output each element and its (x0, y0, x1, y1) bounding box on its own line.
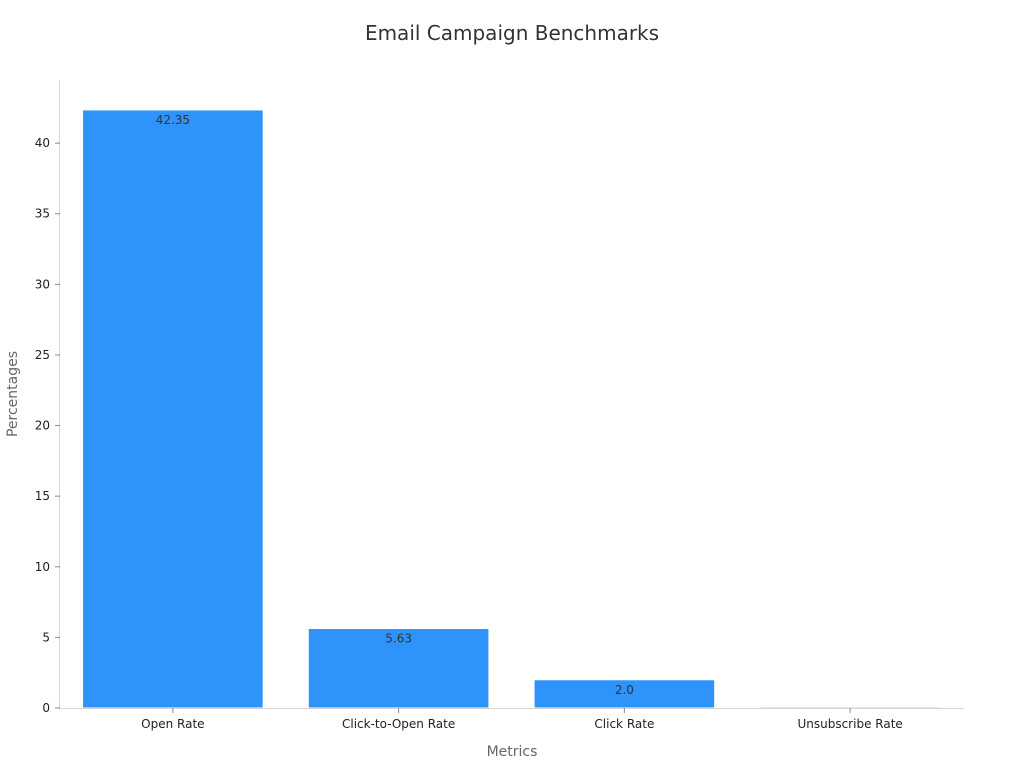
y-tick-label: 25 (35, 348, 50, 362)
bar-open-rate (82, 109, 264, 709)
x-tick-label: Unsubscribe Rate (797, 717, 902, 731)
y-tick-label: 0 (42, 701, 50, 715)
y-tick-label: 10 (35, 560, 50, 574)
y-tick-label: 15 (35, 489, 50, 503)
x-ticks-group: Open Rate Click-to-Open Rate Click Rate Uns… (141, 708, 903, 731)
bar-unsubscribe-rate (759, 706, 941, 709)
x-tick-label: Open Rate (141, 717, 204, 731)
y-tick-label: 30 (35, 277, 50, 291)
bar-click-to-open-rate (307, 627, 490, 709)
bars-group (82, 109, 941, 709)
x-axis-title: Metrics (487, 744, 538, 760)
data-label-click-to-open-rate: 5.63 (385, 631, 412, 645)
data-label-open-rate: 42.35 (156, 113, 190, 127)
data-label-click-rate: 2.0 (615, 683, 634, 697)
x-tick-label: Click-to-Open Rate (342, 717, 455, 731)
data-labels-group: 42.35 5.63 2.0 (156, 113, 634, 697)
chart-title: Email Campaign Benchmarks (365, 21, 659, 45)
y-axis-title: Percentages (5, 351, 21, 437)
bar-click-rate (533, 679, 716, 709)
y-tick-label: 5 (42, 630, 50, 644)
y-tick-label: 40 (35, 136, 50, 150)
y-ticks-group: 0 5 10 15 20 25 30 35 40 (35, 136, 60, 715)
x-tick-label: Click Rate (594, 717, 654, 731)
y-tick-label: 20 (35, 419, 50, 433)
y-tick-label: 35 (35, 207, 50, 221)
